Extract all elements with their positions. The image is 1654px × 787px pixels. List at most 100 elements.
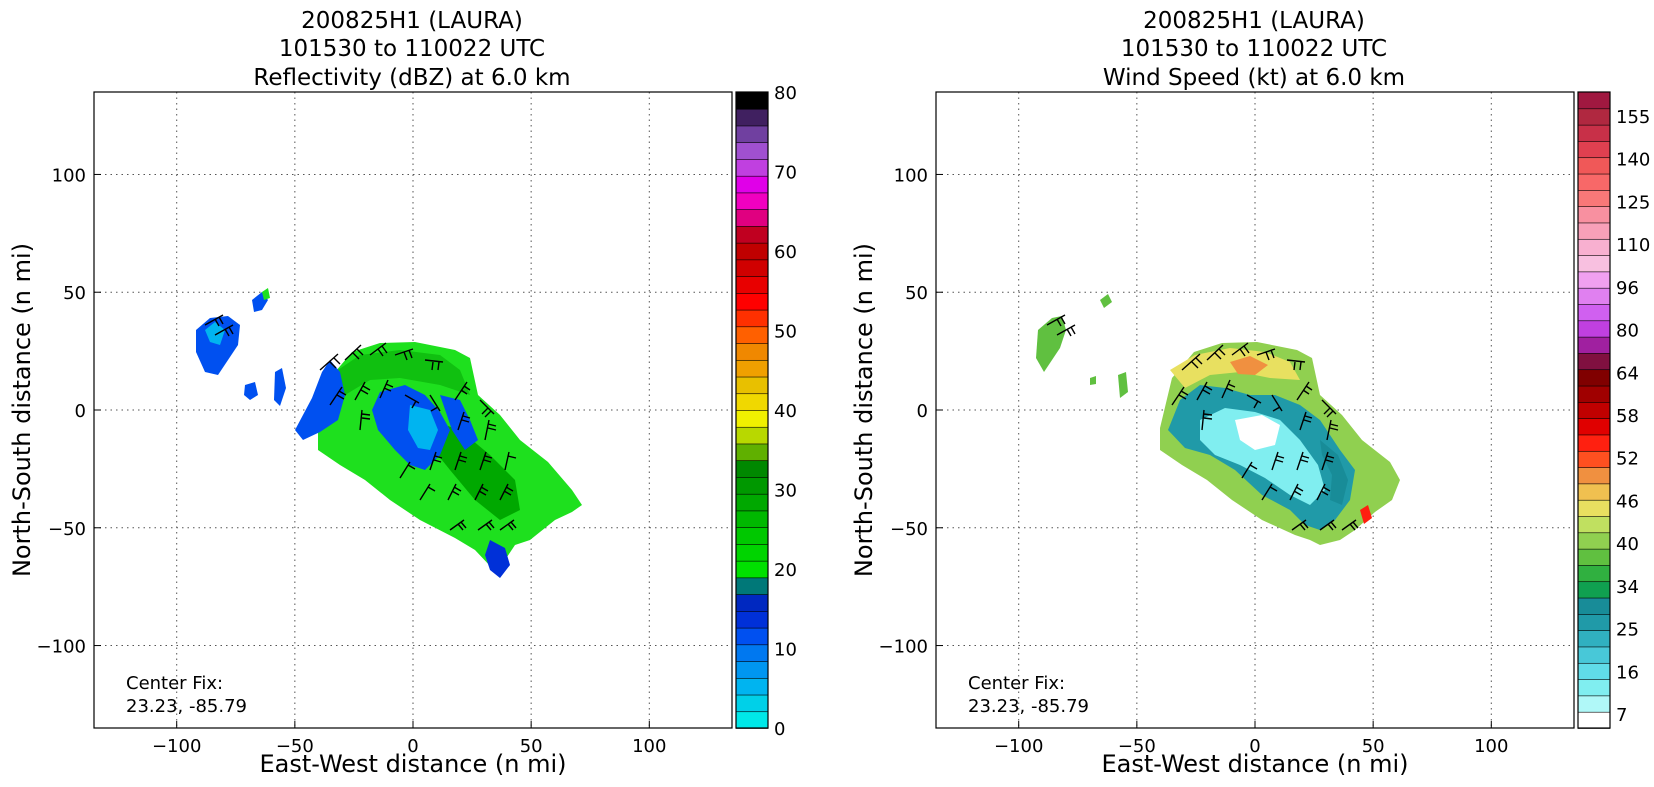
colorbar-tick-label: 52 — [1616, 449, 1639, 470]
x-axis-label: East-West distance (n mi) — [259, 750, 566, 778]
colorbar-tick-label: 25 — [1616, 620, 1639, 641]
colorbar-segment — [1577, 368, 1611, 387]
y-axis-label: North-South distance (n mi) — [8, 243, 36, 577]
x-tick-label: 0 — [407, 736, 418, 757]
colorbar-tick-label: 46 — [1616, 491, 1639, 512]
panel-title-line-2: 101530 to 110022 UTC — [1121, 36, 1387, 62]
wind-region-calm — [1235, 415, 1280, 450]
center-fix-value: 23.23, -85.79 — [126, 696, 247, 717]
colorbar-segment — [735, 710, 769, 729]
colorbar-segment — [735, 208, 769, 227]
colorbar-segment — [735, 627, 769, 646]
colorbar-tick-label: 70 — [774, 163, 797, 184]
colorbar-segment — [735, 158, 769, 177]
colorbar-tick-label: 58 — [1616, 406, 1639, 427]
plot-area-reflectivity: −100 −50 0 50 100 −100 −50 0 50 100 — [37, 91, 733, 757]
colorbar-segment — [1577, 417, 1611, 436]
plot-area-wind-speed: −100 −50 0 50 100 −100 −50 0 50 100 — [879, 91, 1575, 757]
y-tick-label: −50 — [48, 519, 86, 540]
echo-region-blue-south — [485, 540, 510, 578]
colorbar-frame — [735, 91, 769, 729]
colorbar-segment — [1577, 222, 1611, 240]
colorbar-segment — [1577, 564, 1611, 583]
echo-region-inner-dark — [430, 420, 520, 520]
x-tick-label: −100 — [152, 736, 201, 757]
wind-barbs — [1046, 314, 1359, 531]
y-tick-label: 50 — [905, 283, 928, 304]
colorbar-segment — [735, 677, 769, 696]
wind-fragment-2 — [1118, 372, 1128, 398]
colorbar-segment — [735, 459, 769, 478]
colorbar-segment — [1577, 254, 1611, 273]
colorbar-tick-label: 0 — [774, 719, 785, 740]
reflectivity-echo-field — [196, 288, 582, 578]
wind-region-orange — [1230, 356, 1268, 375]
center-fix-label: Center Fix: — [968, 673, 1065, 694]
colorbar-segment — [735, 91, 769, 110]
axis-ticks: −100 −50 0 50 100 −100 −50 0 50 100 — [879, 165, 1509, 757]
colorbar-segment — [735, 242, 769, 261]
x-tick-label: −50 — [276, 736, 314, 757]
colorbar-segment — [1577, 434, 1611, 452]
colorbar-segment — [1577, 189, 1611, 207]
colorbar-segment — [735, 359, 769, 378]
colorbar-segment — [1577, 108, 1611, 126]
colorbar-segment — [1577, 499, 1611, 517]
colorbar-segment — [735, 292, 769, 311]
colorbar-segment — [1577, 466, 1611, 485]
wind-fragment-1 — [1100, 294, 1112, 308]
colorbar-segment — [735, 443, 769, 462]
y-tick-label: 50 — [63, 283, 86, 304]
colorbar-segment — [1577, 320, 1611, 338]
colorbar-tick-label: 10 — [774, 640, 797, 661]
colorbar-segment — [1577, 532, 1611, 550]
panel-title-line-3: Wind Speed (kt) at 6.0 km — [1103, 65, 1405, 91]
y-tick-label: 100 — [894, 165, 928, 186]
colorbar-tick-label: 7 — [1616, 705, 1627, 726]
y-tick-label: 0 — [917, 401, 928, 422]
x-tick-label: −50 — [1118, 736, 1156, 757]
colorbar-segment — [735, 392, 769, 411]
colorbar-segment — [1577, 580, 1611, 599]
colorbar-segment — [1577, 695, 1611, 713]
colorbar-segment — [735, 259, 769, 277]
colorbar-segment — [1577, 711, 1611, 729]
echo-region-blue-band — [440, 395, 478, 450]
colorbar-segment — [735, 175, 769, 194]
colorbar-segment — [1577, 678, 1611, 697]
colorbar-segment — [1577, 140, 1611, 159]
colorbar-segment — [735, 493, 769, 512]
colorbar-segment — [735, 192, 769, 210]
colorbar-wind-speed: 7 16 25 34 40 46 52 58 64 80 96 110 125 140 155 — [1577, 91, 1650, 729]
wind-rainband-west — [1036, 316, 1066, 372]
colorbar-tick-label: 34 — [1616, 577, 1639, 598]
colorbar-segment — [735, 225, 769, 244]
colorbar-segment — [1577, 91, 1611, 110]
colorbar-segment — [1577, 205, 1611, 224]
y-tick-label: −50 — [890, 519, 928, 540]
colorbar-segment — [735, 141, 769, 160]
colorbar-segment — [735, 426, 769, 445]
colorbar-segment — [1577, 385, 1611, 403]
colorbar-segment — [1577, 483, 1611, 501]
x-tick-label: 0 — [1249, 736, 1260, 757]
colorbar-tick-label: 80 — [1616, 321, 1639, 342]
colorbar-tick-label: 50 — [774, 322, 797, 343]
wind-region-light-cyan — [1200, 408, 1325, 505]
y-tick-label: 0 — [75, 401, 86, 422]
y-tick-label: −100 — [37, 637, 86, 658]
colorbar-tick-label: 125 — [1616, 192, 1650, 213]
colorbar-segment — [735, 543, 769, 562]
colorbar-segment — [735, 108, 769, 127]
y-axis-label: North-South distance (n mi) — [850, 243, 878, 577]
echo-rainband-west-cyan — [205, 322, 225, 345]
colorbar-tick-label: 60 — [774, 242, 797, 263]
echo-region-cyan-center — [408, 405, 438, 450]
colorbar-segment — [1577, 613, 1611, 631]
colorbar-segment — [735, 694, 769, 713]
colorbar-segment — [1577, 450, 1611, 468]
colorbar-tick-label: 110 — [1616, 235, 1650, 256]
colorbar-segment — [735, 660, 769, 679]
colorbar-tick-label: 20 — [774, 560, 797, 581]
x-tick-label: 50 — [1362, 736, 1385, 757]
